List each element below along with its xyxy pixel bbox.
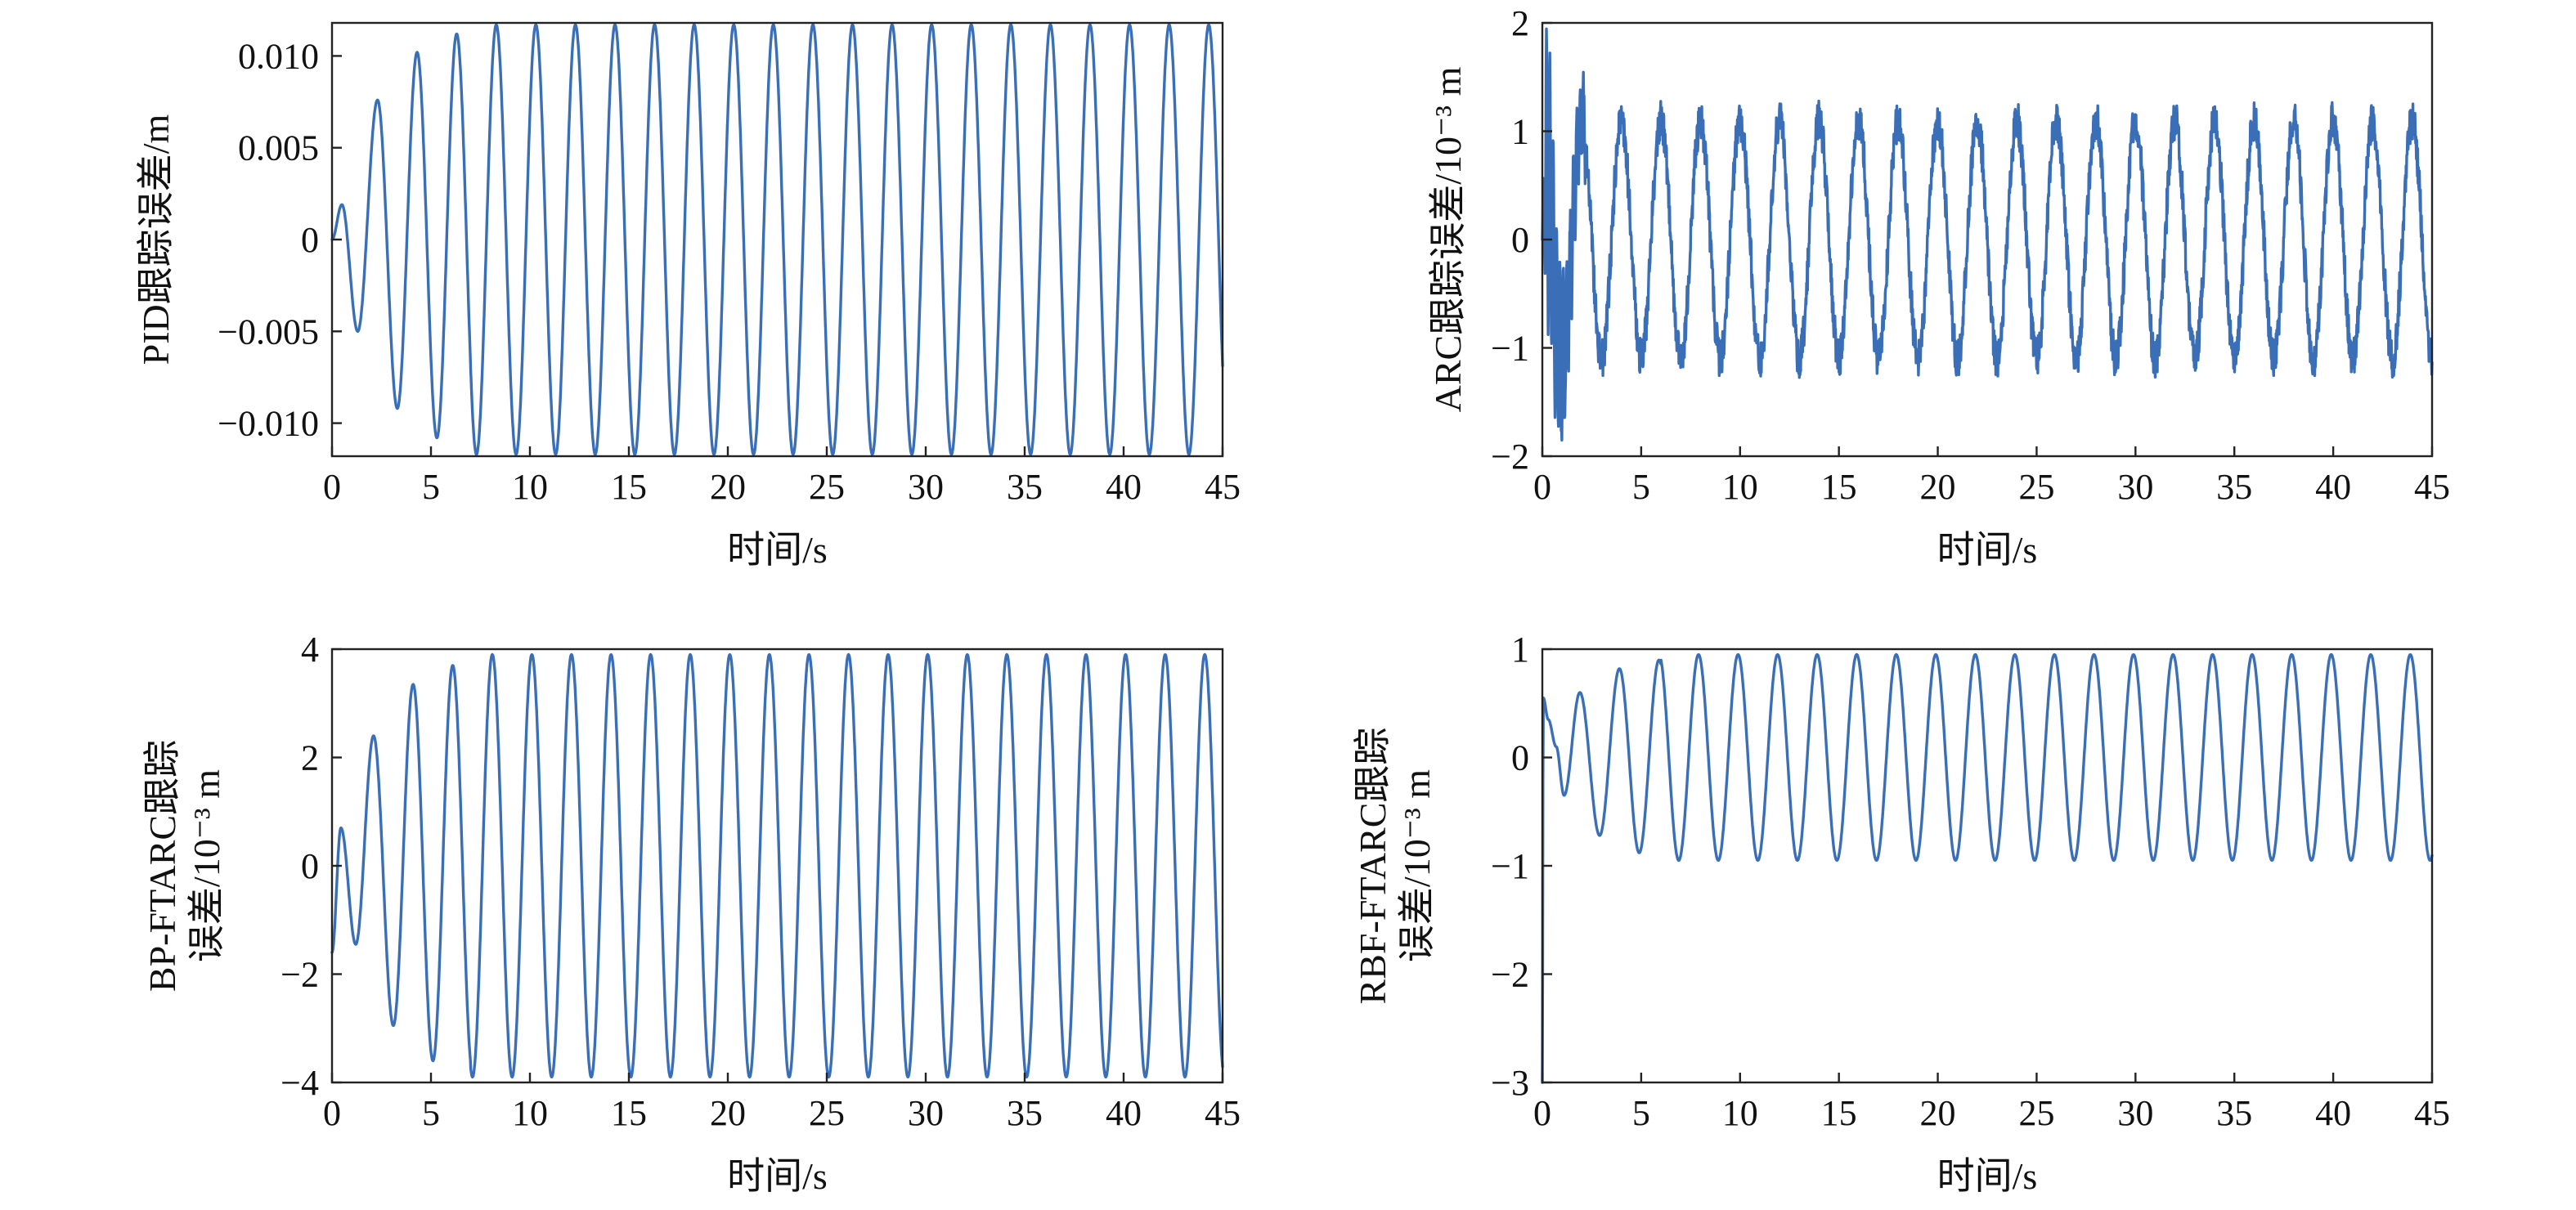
pid-y-tick-label: 0.010: [238, 36, 319, 76]
rbf-y-tick-label: 1: [1511, 630, 1529, 670]
rbf-x-axis-label: 时间/s: [1937, 1155, 2038, 1197]
rbf-y-tick-label: 0: [1511, 738, 1529, 778]
bp-y-tick-label: −2: [280, 955, 319, 995]
arc-x-tick-label: 15: [1821, 467, 1857, 507]
rbf-x-tick-label: 35: [2216, 1093, 2252, 1133]
bp-y-axis-label: 误差/10⁻³ m: [186, 769, 227, 962]
rbf-y-tick-label: −1: [1491, 846, 1529, 886]
bp-y-tick-label: 2: [301, 738, 319, 778]
arc-x-axis-label: 时间/s: [1937, 529, 2038, 571]
pid-x-tick-label: 0: [323, 467, 341, 507]
pid-x-tick-label: 5: [422, 467, 440, 507]
rbf-y-tick-label: −2: [1491, 955, 1529, 995]
pid-series-line: [330, 23, 1224, 456]
arc-x-tick-label: 25: [2018, 467, 2054, 507]
pid-x-axis-label: 时间/s: [727, 529, 828, 571]
bp-x-tick-label: 35: [1007, 1093, 1043, 1133]
arc-x-tick-label: 10: [1722, 467, 1758, 507]
arc-y-tick-label: 2: [1511, 3, 1529, 43]
pid-y-tick-label: 0.005: [238, 128, 319, 168]
arc-x-tick-label: 35: [2216, 467, 2252, 507]
arc-series-line: [1541, 27, 2434, 442]
rbf-y-axis-label: 误差/10⁻³ m: [1396, 769, 1438, 962]
chart-arc: 0 5 10 15 20 25 30 35 40 45 −2 −1 0 1 2 时间/s ARC跟踪误差/10⁻…: [1427, 3, 2450, 571]
rbf-x-tick-label: 15: [1821, 1093, 1857, 1133]
pid-y-tick-label: 0: [301, 220, 319, 260]
arc-y-tick-label: 0: [1511, 220, 1529, 260]
arc-x-tick-label: 5: [1632, 467, 1650, 507]
bp-plot-frame: [330, 648, 1224, 1084]
bp-x-tick-label: 10: [512, 1093, 548, 1133]
bp-series-line: [330, 652, 1224, 1079]
pid-x-tick-label: 35: [1007, 467, 1043, 507]
bp-x-tick-label: 0: [323, 1093, 341, 1133]
arc-y-tick-label: −2: [1491, 437, 1529, 477]
bp-y-axis-label: BP-FTARC跟踪: [141, 740, 183, 992]
pid-y-tick-label: −0.005: [218, 311, 319, 352]
rbf-y-axis-label: RBF-FTARC跟踪: [1352, 728, 1393, 1005]
bp-x-tick-label: 40: [1106, 1093, 1142, 1133]
bp-x-tick-label: 30: [908, 1093, 944, 1133]
arc-x-tick-label: 30: [2117, 467, 2153, 507]
rbf-series-line: [1541, 652, 2434, 1084]
pid-x-tick-label: 40: [1106, 467, 1142, 507]
arc-y-tick-label: −1: [1491, 329, 1529, 369]
pid-x-tick-label: 25: [809, 467, 845, 507]
rbf-x-tick-label: 40: [2315, 1093, 2351, 1133]
rbf-x-tick-label: 25: [2018, 1093, 2054, 1133]
chart-pid: 0 5 10 15 20 25 30 35 40 45 −0.010 −0.005 0 0.005 0.01…: [135, 21, 1241, 571]
bp-x-tick-label: 5: [422, 1093, 440, 1133]
bp-y-tick-label: 4: [301, 630, 319, 670]
pid-x-tick-label: 30: [908, 467, 944, 507]
pid-x-tick-label: 15: [611, 467, 647, 507]
arc-y-axis-label: ARC跟踪误差/10⁻³ m: [1427, 66, 1469, 412]
rbf-y-tick-label: −3: [1491, 1063, 1529, 1103]
chart-bp: 0 5 10 15 20 25 30 35 40 45 −4 −2 0 2 4 时间/s BP-FTARC跟踪误…: [141, 630, 1241, 1197]
pid-y-axis-label: PID跟踪误差/m: [135, 114, 177, 365]
rbf-x-tick-label: 0: [1533, 1093, 1551, 1133]
bp-x-axis-label: 时间/s: [727, 1155, 828, 1197]
arc-x-tick-label: 0: [1533, 467, 1551, 507]
arc-x-tick-label: 40: [2315, 467, 2351, 507]
pid-x-tick-label: 45: [1205, 467, 1241, 507]
pid-y-tick-label: −0.010: [218, 404, 319, 444]
bp-x-tick-label: 25: [809, 1093, 845, 1133]
pid-x-tick-label: 10: [512, 467, 548, 507]
arc-y-tick-label: 1: [1511, 112, 1529, 152]
bp-y-tick-label: 0: [301, 846, 319, 886]
pid-x-tick-label: 20: [710, 467, 746, 507]
arc-x-tick-label: 45: [2414, 467, 2450, 507]
bp-x-tick-label: 45: [1205, 1093, 1241, 1133]
bp-x-tick-label: 15: [611, 1093, 647, 1133]
arc-x-tick-label: 20: [1920, 467, 1956, 507]
rbf-x-tick-label: 10: [1722, 1093, 1758, 1133]
bp-x-tick-label: 20: [710, 1093, 746, 1133]
bp-y-tick-label: −4: [280, 1063, 319, 1103]
rbf-x-tick-label: 30: [2117, 1093, 2153, 1133]
chart-rbf: 0 5 10 15 20 25 30 35 40 45 −3 −2 −1 0 1 时间/s RBF-FTARC跟…: [1352, 630, 2450, 1197]
rbf-x-tick-label: 5: [1632, 1093, 1650, 1133]
rbf-x-tick-label: 45: [2414, 1093, 2450, 1133]
rbf-x-tick-label: 20: [1920, 1093, 1956, 1133]
